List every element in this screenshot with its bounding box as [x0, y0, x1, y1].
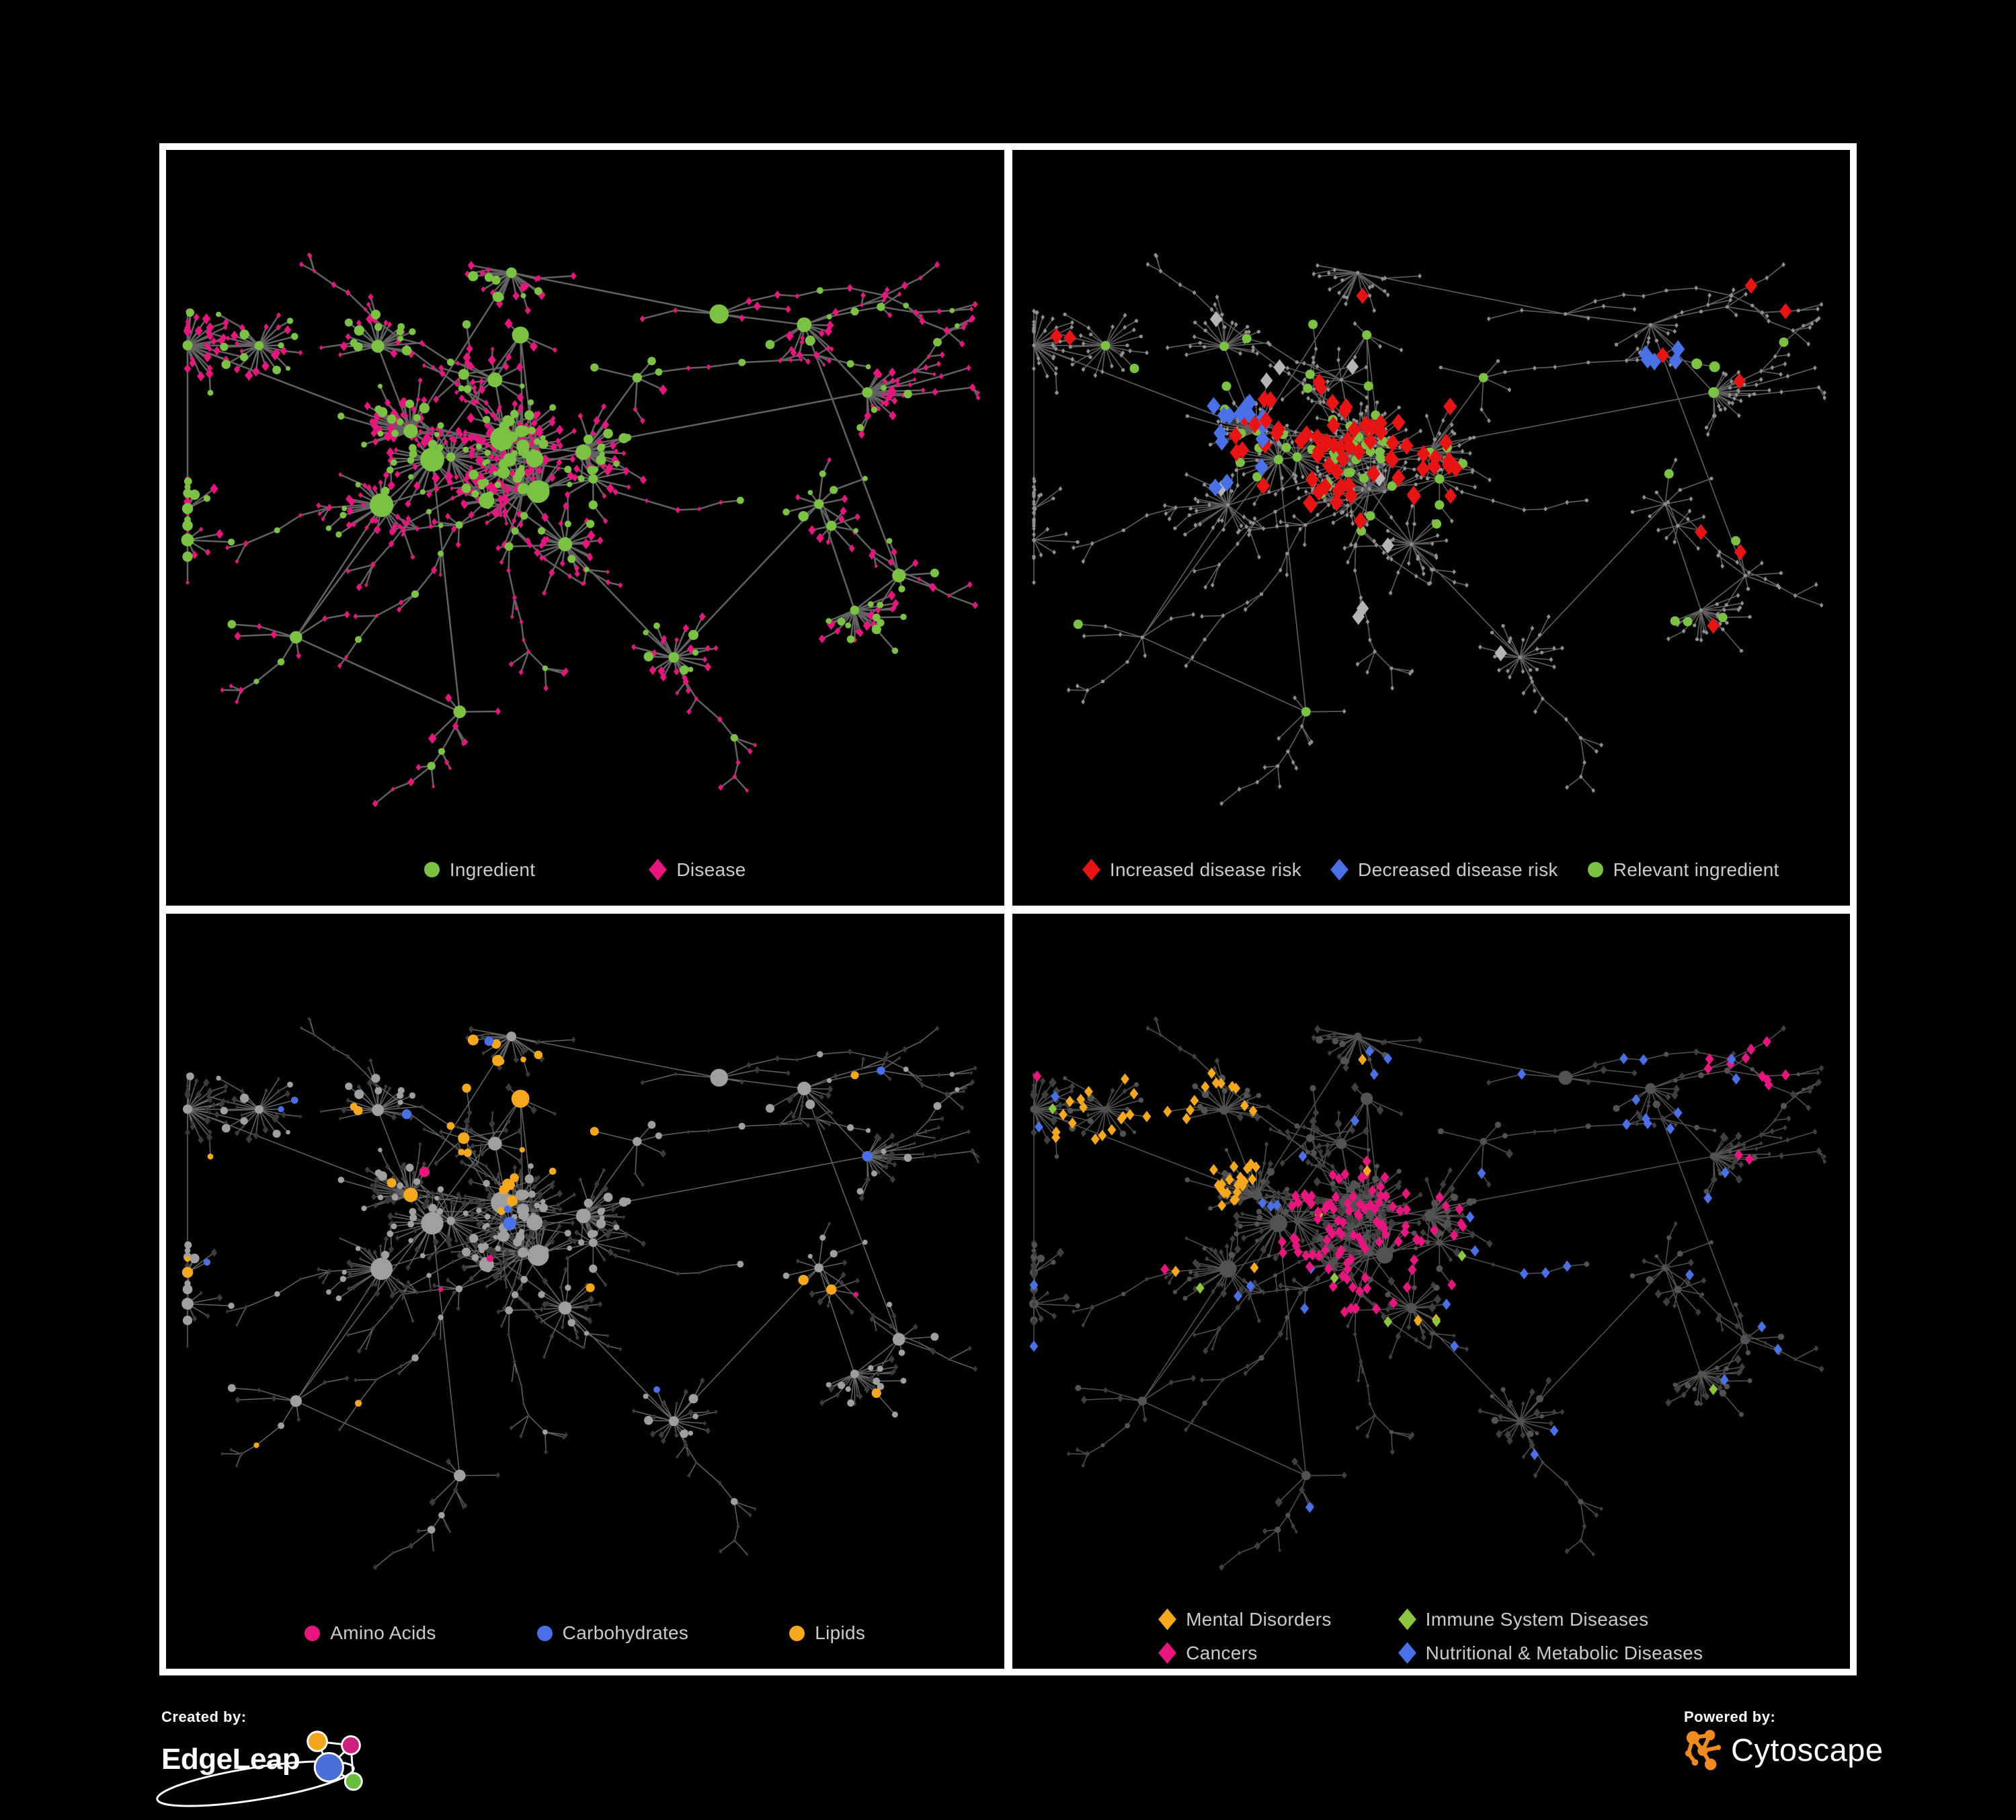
- legend-label: Relevant ingredient: [1613, 859, 1779, 880]
- legend-label: Mental Disorders: [1186, 1608, 1332, 1630]
- diamond-legend-marker-icon: [1398, 1608, 1416, 1630]
- legend-label: Cancers: [1186, 1642, 1258, 1663]
- network-graph-disease-categories: [1029, 1016, 1826, 1571]
- diamond-legend-marker-icon: [649, 859, 668, 881]
- diamond-legend-marker-icon: [1158, 1608, 1177, 1630]
- legend-item: Lipids: [789, 1622, 865, 1644]
- legend-item: Carbohydrates: [536, 1622, 689, 1644]
- diamond-legend-marker-icon: [1330, 859, 1348, 881]
- panel-nutrient-classes: Amino Acids Carbohydrates Lipids: [166, 913, 1004, 1669]
- circle-legend-marker-icon: [305, 1625, 321, 1641]
- created-by-label: Created by:: [161, 1708, 247, 1725]
- legend-item: Immune System Diseases: [1398, 1608, 1703, 1630]
- legend-label: Disease: [676, 859, 746, 880]
- edgeleap-network-icon: [307, 1731, 364, 1791]
- powered-by-label: Powered by:: [1684, 1708, 1776, 1725]
- legend-label: Carbohydrates: [562, 1622, 689, 1643]
- legend-item: Disease: [649, 859, 745, 881]
- cytoscape-network-icon: [1685, 1730, 1722, 1770]
- legend-disease-categories: Mental Disorders Immune System Diseases Ca…: [1012, 1605, 1851, 1669]
- legend-item: Mental Disorders: [1158, 1608, 1332, 1630]
- legend-item: Cancers: [1158, 1642, 1331, 1664]
- panel-disease-categories: Mental Disorders Immune System Diseases Ca…: [1012, 913, 1851, 1669]
- cytoscape-logo-row: Cytoscape: [1684, 1728, 1884, 1771]
- legend-ingredient-disease: Ingredient Disease: [166, 845, 1004, 906]
- legend-label: Nutritional & Metabolic Diseases: [1425, 1642, 1703, 1663]
- legend-item: Nutritional & Metabolic Diseases: [1398, 1642, 1703, 1664]
- diamond-legend-marker-icon: [1082, 859, 1100, 881]
- circle-legend-marker-icon: [536, 1625, 553, 1641]
- legend-label: Decreased disease risk: [1358, 859, 1558, 880]
- diamond-legend-marker-icon: [1398, 1642, 1416, 1664]
- network-graph-disease-risk: [1031, 252, 1826, 806]
- circle-legend-marker-icon: [1587, 862, 1603, 877]
- edgeleap-logo-row: EdgeLeap: [156, 1727, 367, 1807]
- legend-label: Lipids: [815, 1622, 866, 1643]
- circle-legend-marker-icon: [424, 862, 440, 877]
- legend-label: Increased disease risk: [1109, 859, 1302, 880]
- legend-label: Amino Acids: [330, 1622, 436, 1643]
- legend-label: Ingredient: [449, 859, 536, 880]
- legend-nutrient-classes: Amino Acids Carbohydrates Lipids: [166, 1608, 1004, 1669]
- legend-disease-risk: Increased disease risk Decreased disease …: [1012, 845, 1851, 906]
- cytoscape-credit: Powered by: Cytos: [1684, 1708, 1884, 1771]
- legend-item: Increased disease risk: [1082, 859, 1302, 881]
- legend-item: Amino Acids: [305, 1622, 436, 1644]
- panel-disease-risk: Increased disease risk Decreased disease …: [1012, 150, 1851, 906]
- legend-item: Relevant ingredient: [1587, 859, 1779, 881]
- circle-legend-marker-icon: [789, 1625, 805, 1641]
- cytoscape-wordmark: Cytoscape: [1731, 1731, 1884, 1768]
- panel-ingredient-disease: Ingredient Disease: [166, 150, 1004, 906]
- network-graph-ingredient-disease: [181, 252, 981, 807]
- legend-item: Ingredient: [424, 859, 536, 881]
- legend-label: Immune System Diseases: [1425, 1608, 1649, 1630]
- network-graph-nutrient-classes: [182, 1016, 980, 1570]
- legend-item: Decreased disease risk: [1330, 859, 1558, 881]
- edgeleap-wordmark: EdgeLeap: [161, 1743, 300, 1776]
- edgeleap-credit: Created by: EdgeLeap: [156, 1708, 367, 1807]
- panel-grid: Ingredient Disease Increased disease risk…: [159, 143, 1857, 1675]
- diamond-legend-marker-icon: [1158, 1642, 1177, 1664]
